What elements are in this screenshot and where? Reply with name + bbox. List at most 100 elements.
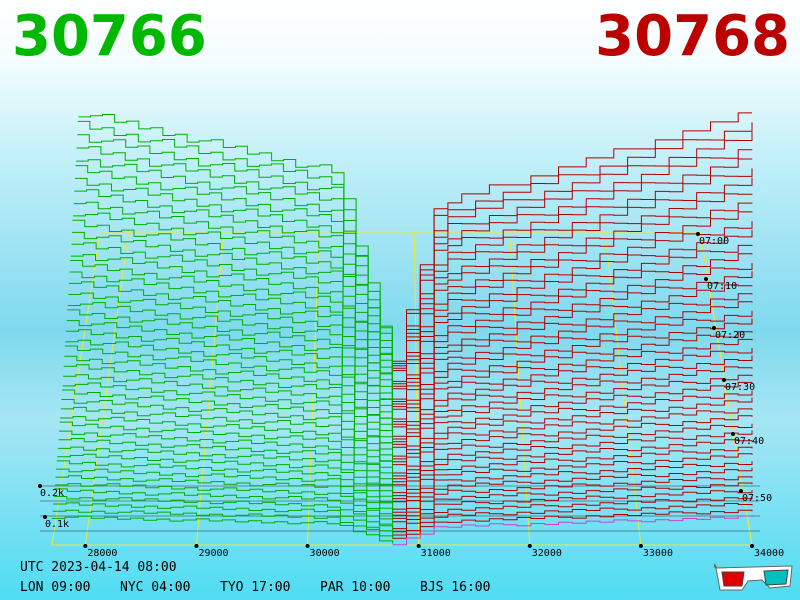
bid-depth-line bbox=[54, 483, 394, 524]
chart-ticks: 28000 29000 30000 31000 32000 33000 34000 07:00… bbox=[38, 232, 784, 559]
time-zone-nyc: NYC 04:00 bbox=[120, 580, 191, 595]
bid-depth-line bbox=[68, 292, 393, 431]
bid-depth-line bbox=[62, 382, 393, 473]
bid-depth-line bbox=[64, 355, 393, 463]
ask-depth-line bbox=[392, 423, 753, 494]
bid-depth-line bbox=[66, 320, 393, 447]
bid-depth-line bbox=[66, 329, 393, 446]
bid-depth-line bbox=[67, 302, 393, 436]
ask-depth-line bbox=[392, 112, 752, 362]
time-tick-marker bbox=[704, 277, 708, 281]
ask-depth-line bbox=[392, 374, 753, 466]
volume-tick-marker bbox=[38, 484, 42, 488]
time-tick-label: 07:40 bbox=[734, 436, 764, 447]
ask-depth-line bbox=[392, 446, 753, 503]
bid-depth-line bbox=[57, 446, 394, 504]
time-zone-par: PAR 10:00 bbox=[320, 580, 391, 595]
utc-time: UTC 2023-04-14 08:00 bbox=[20, 560, 177, 575]
ask-depth-line bbox=[392, 301, 753, 437]
bid-depth-line bbox=[78, 114, 393, 363]
ask-depth-line bbox=[392, 439, 753, 500]
x-tick-marker bbox=[750, 544, 754, 548]
bid-depth-line bbox=[58, 438, 394, 503]
ask-depth-line bbox=[392, 149, 753, 369]
bid-depth-line bbox=[69, 271, 393, 427]
x-tick-marker bbox=[638, 544, 643, 548]
x-tick-label: 34000 bbox=[754, 548, 784, 559]
bid-depth-line bbox=[74, 189, 393, 396]
ask-price: 30768 bbox=[595, 4, 790, 69]
chart-grid bbox=[40, 231, 760, 546]
bid-depth-line bbox=[62, 389, 393, 478]
ask-depth-line bbox=[392, 366, 753, 463]
bid-depth-line bbox=[57, 453, 394, 509]
bid-depth-line bbox=[75, 165, 393, 384]
volume-tick-label: 0.2k bbox=[40, 488, 64, 499]
ask-depth-line bbox=[392, 253, 753, 410]
bid-depth-line bbox=[61, 399, 393, 483]
ask-depth-line bbox=[392, 381, 753, 474]
bid-depth-line bbox=[73, 201, 393, 394]
ask-depth-line bbox=[392, 131, 753, 367]
time-tick-label: 07:10 bbox=[707, 281, 737, 292]
ask-depth-line bbox=[392, 482, 753, 523]
bid-depth-line bbox=[63, 374, 393, 467]
time-tick-label: 07:50 bbox=[742, 493, 772, 504]
ask-depth-line bbox=[392, 310, 753, 440]
bid-depth-line bbox=[73, 212, 393, 400]
bid-depth-line bbox=[60, 416, 394, 488]
time-zone-lon: LON 09:00 bbox=[20, 580, 91, 595]
bid-depth-line bbox=[70, 260, 393, 421]
ask-depth-line bbox=[392, 515, 753, 546]
x-tick-label: 28000 bbox=[87, 548, 117, 559]
x-tick-label: 30000 bbox=[310, 548, 340, 559]
time-zone-bjs: BJS 16:00 bbox=[420, 580, 491, 595]
ask-depth-line bbox=[392, 244, 753, 408]
time-tick-label: 07:00 bbox=[699, 236, 729, 247]
grid-line-x bbox=[413, 231, 420, 546]
bid-depth-line bbox=[69, 281, 393, 432]
ask-depth-line bbox=[392, 467, 753, 516]
ask-depth-line bbox=[392, 122, 753, 364]
grid-line-x bbox=[84, 231, 130, 546]
volume-tick-label: 0.1k bbox=[45, 519, 69, 530]
bid-depth-line bbox=[64, 345, 393, 457]
time-zone-tyo: TYO 17:00 bbox=[220, 580, 291, 595]
volume-tick-marker bbox=[43, 515, 47, 519]
ask-depth-line bbox=[392, 408, 753, 483]
ask-depth-line bbox=[392, 503, 753, 536]
ask-depth-line bbox=[392, 262, 753, 420]
time-tick-marker bbox=[696, 232, 700, 236]
bid-depth-line bbox=[76, 159, 393, 378]
bid-depth-line bbox=[55, 475, 394, 519]
bid-depth-line bbox=[52, 515, 394, 544]
ask-depth-line bbox=[392, 158, 753, 372]
bid-depth-line bbox=[59, 421, 394, 493]
ask-depth-line bbox=[392, 490, 753, 530]
ask-depth-line bbox=[392, 177, 753, 385]
bid-depth-line bbox=[59, 430, 394, 498]
bid-depth-line bbox=[71, 242, 393, 410]
x-tick-marker bbox=[416, 544, 421, 548]
bid-depth-line bbox=[70, 254, 393, 415]
ask-depth-line bbox=[392, 338, 753, 448]
x-tick-label: 32000 bbox=[532, 548, 562, 559]
ask-depth-line bbox=[392, 229, 753, 405]
ask-depth-line bbox=[392, 430, 753, 497]
x-tick-label: 31000 bbox=[421, 548, 451, 559]
ask-depth-line bbox=[392, 168, 753, 382]
x-tick-marker bbox=[305, 544, 310, 548]
ask-depth-line bbox=[392, 397, 753, 480]
bid-depth-line bbox=[76, 146, 393, 372]
bid-depth-line bbox=[53, 502, 394, 538]
ask-depth-line bbox=[392, 202, 753, 390]
3d-glasses-icon[interactable] bbox=[714, 560, 794, 594]
bid-depth-line bbox=[65, 339, 393, 452]
bid-depth-lines bbox=[52, 114, 394, 544]
ask-depth-lines bbox=[392, 112, 753, 546]
ask-depth-line bbox=[392, 293, 753, 428]
bid-depth-line bbox=[54, 488, 394, 529]
grid-line-x bbox=[307, 231, 320, 546]
x-tick-marker bbox=[83, 544, 88, 548]
